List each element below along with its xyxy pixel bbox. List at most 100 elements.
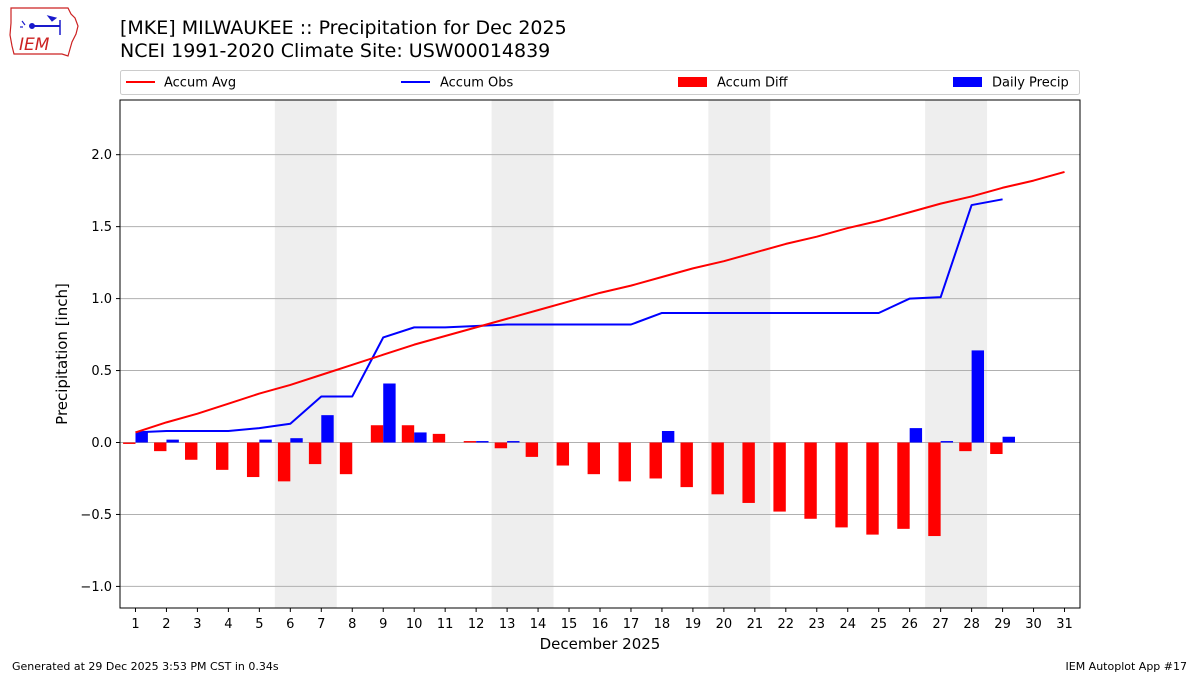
diff-bar bbox=[680, 442, 693, 488]
daily-precip-bar bbox=[321, 415, 334, 443]
daily-precip-bar bbox=[661, 430, 675, 443]
x-tick-label: 12 bbox=[468, 617, 485, 632]
x-tick-label: 4 bbox=[224, 617, 232, 632]
weekend-band-1 bbox=[274, 100, 337, 608]
x-tick-label: 15 bbox=[561, 617, 578, 632]
diff-bar bbox=[556, 442, 570, 466]
legend-label-daily: Daily Precip bbox=[992, 76, 1069, 91]
x-tick-label: 21 bbox=[747, 617, 764, 632]
diff-bar bbox=[618, 442, 631, 482]
weekend-band-2 bbox=[491, 100, 554, 608]
diff-bar bbox=[742, 442, 755, 503]
daily-precip-bar bbox=[414, 432, 427, 443]
diff-bar bbox=[277, 442, 291, 482]
iem-logo: IEM bbox=[9, 7, 79, 57]
diff-bar bbox=[308, 442, 322, 465]
x-tick-label: 1 bbox=[131, 617, 139, 632]
x-tick-label: 18 bbox=[654, 617, 671, 632]
x-tick-label: 17 bbox=[623, 617, 640, 632]
diff-bar bbox=[959, 442, 972, 452]
y-tick-label: −1.0 bbox=[80, 580, 112, 595]
daily-precip-bar bbox=[135, 432, 148, 443]
accum-avg-line bbox=[135, 170, 1065, 434]
diff-bar bbox=[804, 442, 817, 519]
y-tick-label: 1.5 bbox=[91, 220, 112, 235]
legend-swatch-daily bbox=[953, 77, 982, 87]
diff-bar bbox=[866, 442, 879, 535]
y-tick-label: 2.0 bbox=[91, 148, 112, 163]
diff-bar bbox=[185, 442, 198, 460]
y-tick-label: −0.5 bbox=[80, 508, 112, 523]
legend-item-accum-avg: Accum Avg bbox=[126, 76, 236, 91]
x-tick-label: 20 bbox=[716, 617, 733, 632]
x-tick-label: 8 bbox=[348, 617, 356, 632]
diff-bar bbox=[525, 442, 539, 457]
x-tick-label: 31 bbox=[1056, 617, 1073, 632]
weather-station-icon bbox=[20, 15, 61, 35]
legend-item-accum-diff: Accum Diff bbox=[678, 76, 789, 91]
daily-precip-bar bbox=[166, 439, 179, 443]
diff-bar bbox=[370, 425, 384, 443]
y-tick-label: 0.0 bbox=[91, 436, 112, 451]
diff-bar bbox=[897, 442, 910, 529]
x-tick-label: 7 bbox=[317, 617, 325, 632]
diff-bar bbox=[123, 442, 136, 444]
daily-precip-bar bbox=[383, 383, 396, 443]
diff-bar bbox=[339, 442, 353, 475]
x-tick-label: 24 bbox=[839, 617, 856, 632]
y-tick-label: 1.0 bbox=[91, 292, 112, 307]
daily-precip-bar bbox=[290, 438, 303, 443]
daily-precip-bar bbox=[971, 350, 985, 443]
accum-obs-line bbox=[135, 198, 1003, 434]
footer-app-id: IEM Autoplot App #17 bbox=[1065, 660, 1188, 673]
daily-precip-bar bbox=[909, 428, 923, 443]
diff-bar bbox=[154, 442, 167, 452]
diff-bar bbox=[215, 442, 229, 470]
daily-precip-bar bbox=[940, 441, 954, 443]
footer-generated: Generated at 29 Dec 2025 3:53 PM CST in … bbox=[12, 660, 279, 673]
legend-label-avg: Accum Avg bbox=[164, 76, 236, 91]
x-tick-label: 23 bbox=[809, 617, 826, 632]
x-tick-label: 3 bbox=[193, 617, 201, 632]
diff-bar bbox=[835, 442, 848, 528]
y-axis-label: Precipitation [inch] bbox=[53, 283, 71, 425]
diff-bar bbox=[773, 442, 786, 512]
page-title: [MKE] MILWAUKEE :: Precipitation for Dec… bbox=[120, 17, 567, 39]
daily-precip-bar bbox=[259, 439, 272, 443]
y-tick-label: 0.5 bbox=[91, 364, 112, 379]
legend-item-daily-precip: Daily Precip bbox=[953, 76, 1069, 91]
diff-bar bbox=[587, 442, 600, 475]
x-tick-label: 2 bbox=[162, 617, 170, 632]
x-tick-label: 28 bbox=[963, 617, 980, 632]
x-tick-label: 25 bbox=[870, 617, 887, 632]
x-axis-label: December 2025 bbox=[540, 635, 661, 653]
diff-bar bbox=[711, 442, 724, 495]
diff-bar bbox=[649, 442, 662, 479]
page-subtitle: NCEI 1991-2020 Climate Site: USW00014839 bbox=[120, 40, 551, 62]
weekend-band-3 bbox=[708, 100, 771, 608]
iowa-state-outline bbox=[9, 7, 79, 57]
legend-label-obs: Accum Obs bbox=[440, 76, 513, 91]
x-tick-label: 13 bbox=[499, 617, 516, 632]
x-tick-label: 26 bbox=[901, 617, 918, 632]
diff-bar bbox=[928, 442, 941, 537]
diff-bar bbox=[990, 442, 1003, 455]
x-tick-label: 6 bbox=[286, 617, 294, 632]
x-tick-label: 9 bbox=[379, 617, 387, 632]
x-tick-label: 11 bbox=[437, 617, 454, 632]
legend-item-accum-obs: Accum Obs bbox=[401, 76, 513, 91]
x-tick-label: 10 bbox=[406, 617, 423, 632]
x-tick-label: 29 bbox=[994, 617, 1011, 632]
diff-bar bbox=[494, 442, 508, 449]
legend: Accum Avg Accum Obs Accum Diff Daily Pre… bbox=[120, 70, 1080, 95]
diff-bar bbox=[432, 433, 446, 443]
x-tick-label: 19 bbox=[685, 617, 702, 632]
x-tick-label: 22 bbox=[778, 617, 795, 632]
x-tick-label: 30 bbox=[1025, 617, 1042, 632]
diff-bar bbox=[463, 441, 477, 443]
x-tick-label: 14 bbox=[530, 617, 547, 632]
x-tick-label: 5 bbox=[255, 617, 263, 632]
daily-precip-bar bbox=[507, 441, 520, 443]
legend-swatch-diff bbox=[678, 77, 707, 87]
